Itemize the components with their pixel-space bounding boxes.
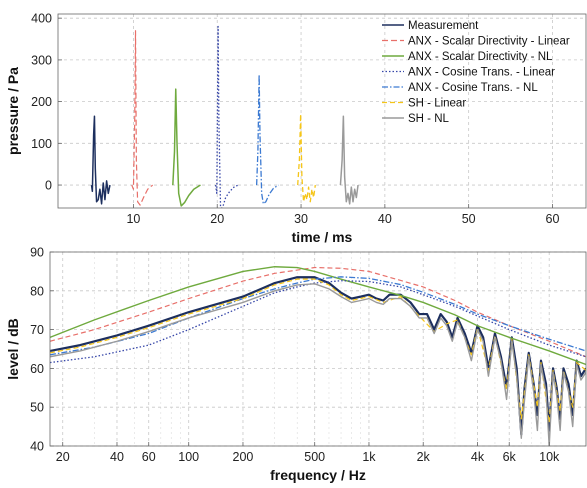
y-axis-label: pressure / Pa — [5, 67, 21, 155]
x-tick-label: 50 — [462, 212, 476, 226]
y-tick-label: 200 — [31, 95, 52, 109]
legend-label-sh-nl: SH - NL — [408, 113, 450, 125]
plot-frame — [57, 13, 587, 209]
x-tick-label: 40 — [110, 450, 124, 464]
series-line-anx-cosine-trans-linear — [50, 280, 586, 364]
y-tick-label: 50 — [30, 401, 44, 415]
x-axis-label: frequency / Hz — [270, 467, 366, 483]
y-tick-label: 70 — [30, 323, 44, 337]
x-tick-label: 200 — [233, 450, 254, 464]
legend: Measurement ANX - Scalar Directivity - Li… — [382, 20, 570, 125]
series-line-anx-scalar-directivity-nl — [50, 266, 586, 366]
x-tick-label: 6k — [503, 450, 517, 464]
x-tick-label: 10 — [126, 212, 140, 226]
x-tick-label: 60 — [546, 212, 560, 226]
legend-label-sh-linear: SH - Linear — [408, 98, 466, 110]
x-tick-label: 20 — [56, 450, 70, 464]
y-tick-label: 60 — [30, 362, 44, 376]
series-line-anx-scalar-directivity-nl — [172, 88, 201, 207]
legend-label-anx-cosine-trans-linear: ANX - Cosine Trans. - Linear — [408, 67, 555, 79]
series-line-sh-linear — [50, 278, 586, 424]
y-tick-label: 40 — [30, 440, 44, 454]
series-line-anx-cosine-trans-nl — [50, 276, 586, 356]
series-line-anx-scalar-directivity-linear — [131, 30, 154, 206]
series-line-sh-nl — [50, 283, 586, 446]
x-tick-label: 20 — [210, 212, 224, 226]
legend-label-measurement: Measurement — [408, 20, 479, 32]
series-line-anx-cosine-trans-nl — [255, 73, 279, 205]
series-line-anx-cosine-trans-linear — [214, 25, 239, 208]
legend-label-anx-scalar-directivity-nl: ANX - Scalar Directivity - NL — [408, 51, 553, 63]
y-tick-label: 400 — [31, 12, 52, 26]
plot-frame — [49, 251, 587, 447]
x-tick-label: 100 — [178, 450, 199, 464]
x-axis-label: time / ms — [292, 229, 353, 245]
series-line-measurement — [90, 115, 111, 205]
y-tick-label: 300 — [31, 53, 52, 67]
y-tick-label: 0 — [45, 179, 52, 193]
series-line-measurement — [50, 276, 586, 436]
x-tick-label: 1k — [362, 450, 376, 464]
y-tick-label: 80 — [30, 284, 44, 298]
series-group — [50, 266, 586, 446]
series-line-sh-nl — [339, 115, 359, 205]
y-tick-label: 90 — [30, 246, 44, 260]
x-tick-label: 2k — [417, 450, 431, 464]
x-tick-label: 60 — [142, 450, 156, 464]
x-tick-label: 30 — [294, 212, 308, 226]
series-line-sh-linear — [297, 113, 316, 203]
series-group — [90, 25, 359, 208]
legend-label-anx-cosine-trans-nl: ANX - Cosine Trans. - NL — [408, 82, 538, 94]
pressure-time-chart: 10 20 30 40 50 60 0 100 200 300 400 time / ms pressu… — [5, 12, 587, 245]
x-tick-label: 500 — [304, 450, 325, 464]
legend-label-anx-scalar-directivity-linear: ANX - Scalar Directivity - Linear — [408, 36, 570, 48]
y-axis-label: level / dB — [5, 318, 21, 379]
x-tick-label: 4k — [471, 450, 485, 464]
series-line-anx-scalar-directivity-linear — [50, 266, 586, 358]
x-tick-label: 40 — [378, 212, 392, 226]
level-frequency-chart: 20 40 60 100 200 500 1k 2k 4k 6k 10k 40 50 60 70 80 90 fr… — [5, 246, 587, 483]
y-tick-label: 100 — [31, 137, 52, 151]
x-tick-label: 10k — [539, 450, 560, 464]
